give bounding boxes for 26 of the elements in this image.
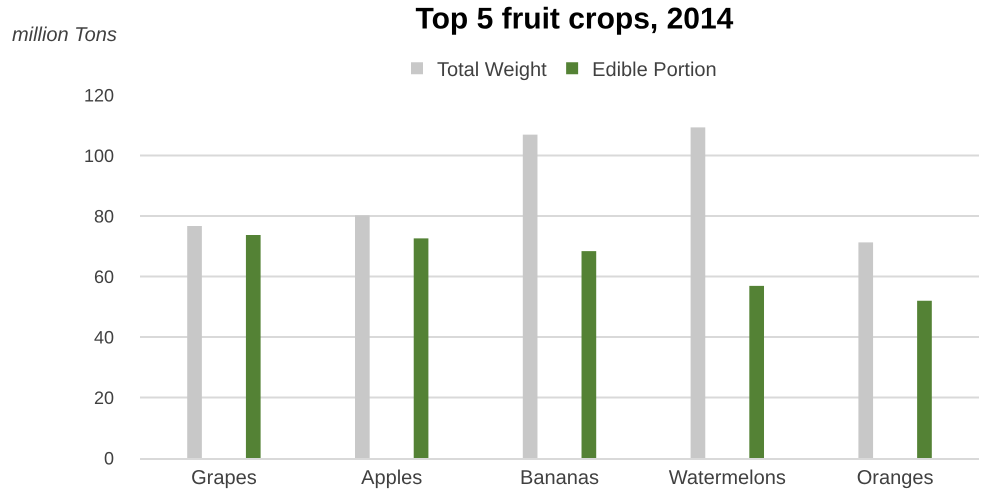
bar [690, 127, 706, 458]
bar [749, 286, 764, 458]
bar [917, 300, 932, 458]
y-tick-label: 80 [94, 206, 114, 226]
bar [582, 251, 596, 458]
bar [354, 215, 370, 458]
x-tick-label: Grapes [191, 467, 257, 489]
y-tick-label: 20 [94, 388, 114, 408]
bar [522, 134, 538, 458]
bar [187, 226, 202, 458]
x-tick-label: Watermelons [668, 467, 786, 489]
y-tick-label: 60 [94, 266, 114, 287]
chart-title: Top 5 fruit crops, 2014 [415, 2, 734, 36]
y-tick-label: 120 [84, 85, 114, 106]
bar [246, 235, 261, 458]
y-axis-title: million Tons [12, 24, 117, 46]
legend-label: Edible Portion [592, 59, 717, 82]
x-tick-label: Apples [361, 467, 422, 489]
y-tick-label: 0 [104, 448, 114, 468]
y-tick-label: 40 [94, 327, 114, 348]
bar [858, 242, 874, 458]
x-tick-label: Bananas [520, 467, 599, 489]
y-tick-label: 100 [84, 146, 114, 166]
bar [414, 238, 428, 458]
x-tick-label: Oranges [856, 467, 934, 489]
legend-label: Total Weight [437, 59, 548, 82]
